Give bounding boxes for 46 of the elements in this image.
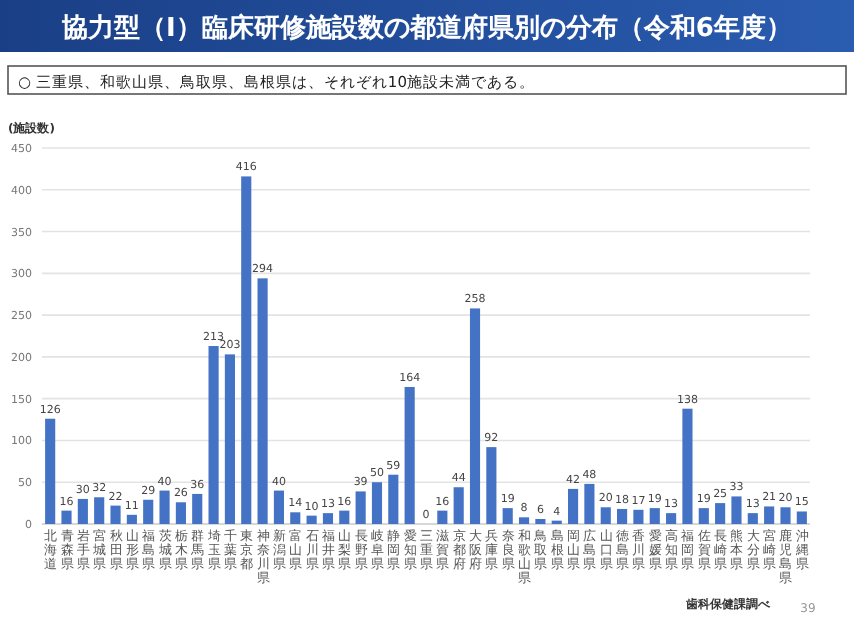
bar xyxy=(780,507,791,524)
bar xyxy=(469,308,481,524)
bar xyxy=(698,508,709,524)
bar xyxy=(126,514,137,524)
bar xyxy=(731,496,742,524)
bar xyxy=(518,517,530,524)
bar xyxy=(764,506,775,524)
bar xyxy=(453,487,464,524)
bar xyxy=(404,386,415,524)
bar xyxy=(77,498,88,524)
bar xyxy=(224,354,235,524)
bar xyxy=(355,491,366,524)
bar xyxy=(208,346,219,524)
bar xyxy=(568,488,579,524)
bar xyxy=(796,511,807,524)
bar xyxy=(159,490,170,524)
bar xyxy=(682,408,693,524)
bar xyxy=(45,418,56,524)
bar xyxy=(175,502,186,524)
bar xyxy=(649,508,660,524)
bar xyxy=(192,493,203,524)
bar xyxy=(535,518,546,524)
bar xyxy=(747,513,758,524)
bar xyxy=(290,512,301,524)
bar xyxy=(61,510,72,524)
bar xyxy=(388,474,399,524)
bar xyxy=(486,447,497,524)
bar xyxy=(502,508,513,524)
bar xyxy=(715,503,726,524)
bar xyxy=(273,490,284,524)
bar xyxy=(600,507,611,524)
chart-title: 協力型（Ⅰ）臨床研修施設数の都道府県別の分布（令和6年度） xyxy=(60,12,792,44)
bar xyxy=(257,278,268,524)
bar xyxy=(110,505,121,524)
bar xyxy=(306,515,317,524)
bar xyxy=(666,513,677,524)
bar xyxy=(371,482,383,524)
bar xyxy=(94,497,105,524)
bar xyxy=(322,513,334,524)
bar xyxy=(241,176,252,524)
bar xyxy=(437,510,448,524)
bar xyxy=(584,483,595,524)
bar xyxy=(617,508,628,524)
bar xyxy=(633,509,644,524)
bar xyxy=(339,510,350,524)
bar xyxy=(143,499,154,524)
